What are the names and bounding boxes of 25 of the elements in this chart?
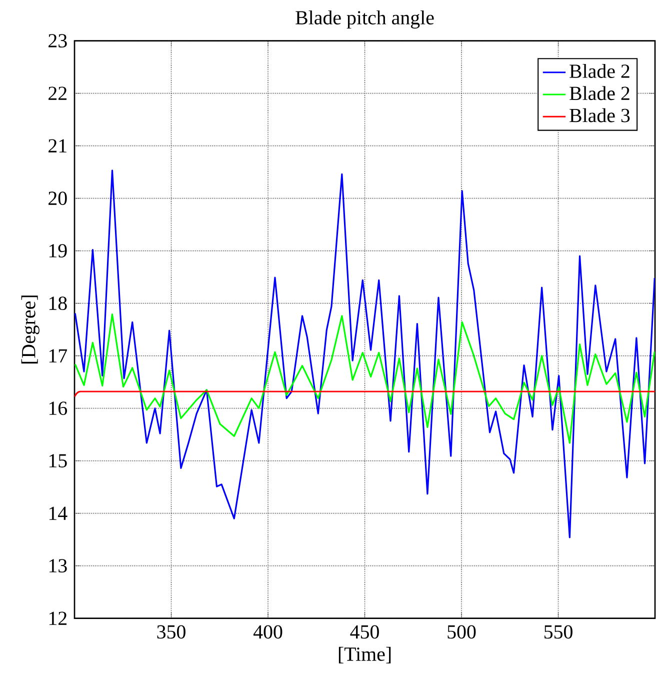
y-tick-label: 22 — [48, 86, 66, 100]
y-tick-label: 16 — [49, 402, 68, 415]
y-tick-label: 12 — [49, 612, 66, 625]
line-series — [74, 170, 656, 538]
chart-title: Blade pitch angle — [296, 10, 434, 29]
line-series — [74, 314, 656, 444]
y-tick-label: 20 — [48, 192, 67, 206]
y-tick-label: 14 — [49, 506, 68, 520]
y-tick-label: 18 — [49, 296, 67, 310]
y-tick-label: 17 — [49, 349, 68, 362]
x-tick-label: 450 — [350, 625, 379, 639]
x-tick-label: 500 — [448, 625, 476, 639]
legend-label: Blade 3 — [570, 108, 630, 122]
x-tick-label: 400 — [253, 625, 282, 639]
y-tick-label: 23 — [48, 34, 67, 48]
y-tick-label: 21 — [48, 139, 66, 152]
x-axis-title: [Time] — [338, 646, 391, 664]
x-tick-label: 350 — [157, 625, 186, 639]
y-tick-label: 13 — [49, 559, 67, 572]
y-tick-label: 15 — [49, 454, 67, 468]
x-tick-label: 550 — [544, 625, 572, 639]
legend-label: Blade 2 — [570, 64, 630, 78]
y-tick-label: 19 — [49, 244, 67, 258]
legend-label: Blade 2 — [570, 86, 630, 100]
y-axis-title: [Degree] — [21, 296, 40, 364]
